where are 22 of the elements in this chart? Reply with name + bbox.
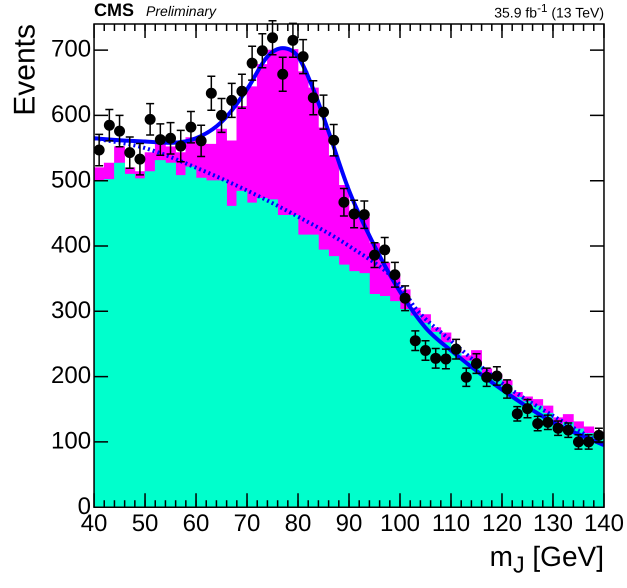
y-tick-label: 500 bbox=[50, 166, 92, 194]
x-tick-label: 60 bbox=[182, 510, 210, 538]
x-tick-label: 90 bbox=[336, 510, 362, 538]
x-tick-label: 100 bbox=[380, 510, 420, 538]
x-tick-label: 70 bbox=[234, 510, 260, 538]
x-tick-label: 80 bbox=[284, 510, 312, 538]
y-tick-label: 200 bbox=[50, 362, 92, 390]
x-tick-label: 130 bbox=[532, 510, 574, 538]
x-tick-label: 110 bbox=[432, 510, 470, 538]
x-axis-title: m$_{J}$ [GeV] bbox=[490, 541, 604, 579]
y-tick-label: 400 bbox=[50, 232, 92, 259]
y-tick-label: 600 bbox=[50, 101, 92, 128]
x-tick-label: 120 bbox=[482, 510, 522, 538]
text: CMS bbox=[94, 0, 134, 21]
y-tick-label: 300 bbox=[50, 296, 92, 324]
text: Preliminary bbox=[146, 3, 216, 19]
x-tick-label: 50 bbox=[132, 510, 158, 538]
x-tick-label: 140 bbox=[584, 510, 624, 538]
text: 35.9 fb$^{-1}$ (13 TeV) bbox=[494, 2, 604, 21]
y-tick-label: 700 bbox=[50, 36, 92, 63]
y-axis-title: Events bbox=[8, 24, 42, 116]
y-tick-label: 100 bbox=[50, 428, 92, 455]
